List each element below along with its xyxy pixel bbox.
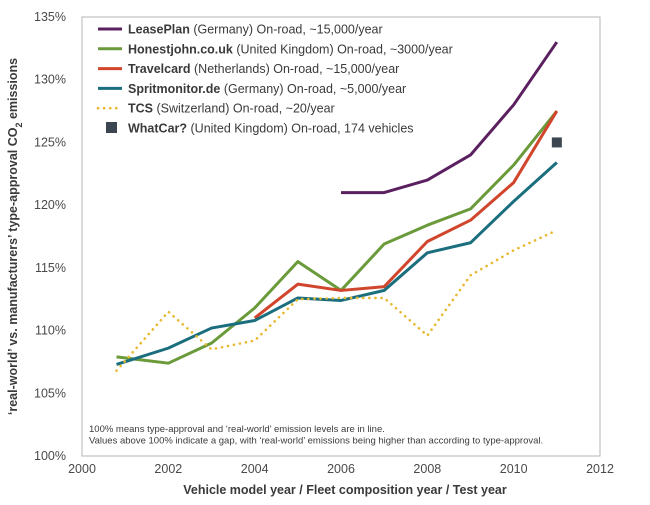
y-tick-label: 100% (34, 449, 66, 463)
point-marker-whatcar (551, 137, 562, 148)
y-tick-label: 120% (34, 198, 66, 212)
x-tick-label: 2010 (500, 462, 528, 476)
plot-border (81, 16, 601, 457)
x-tick-label: 2000 (68, 462, 96, 476)
legend-swatch (106, 122, 117, 133)
footnote-line: 100% means type-approval and ‘real-world… (89, 424, 385, 435)
legend-entry: Travelcard (Netherlands) On-road, ~15,00… (128, 62, 399, 76)
y-tick-label: 110% (35, 324, 66, 338)
y-tick-label: 125% (34, 135, 66, 149)
legend-entry: LeasePlan (Germany) On-road, ~15,000/yea… (128, 23, 383, 37)
legend-entry: WhatCar? (United Kingdom) On-road, 174 v… (128, 122, 414, 136)
x-axis-ticks: 2000 2002 2004 2006 2008 2010 2012 (68, 462, 614, 476)
series-line-travelcard (253, 110, 559, 320)
legend: LeasePlan (Germany) On-road, ~15,000/yea… (96, 23, 453, 136)
plot-frame (81, 16, 601, 457)
x-tick-label: 2012 (586, 462, 614, 476)
x-tick-label: 2006 (327, 462, 355, 476)
legend-entry: Honestjohn.co.uk (United Kingdom) On-roa… (128, 42, 453, 56)
y-tick-label: 130% (34, 73, 66, 87)
legend-entry: Spritmonitor.de (Germany) On-road, ~5,00… (128, 82, 406, 96)
series-line-leaseplan (341, 41, 559, 195)
footnotes: 100% means type-approval and ‘real-world… (89, 424, 543, 447)
x-tick-label: 2008 (413, 462, 441, 476)
x-tick-label: 2002 (154, 462, 182, 476)
y-tick-label: 115% (35, 261, 66, 275)
legend-entry: TCS (Switzerland) On-road, ~20/year (128, 102, 335, 116)
y-axis-label: ‘real-world’ vs. manufacturers’ type-app… (6, 58, 24, 415)
y-tick-label: 105% (34, 386, 66, 400)
y-axis-ticks: 100% 105% 110% 115% 120% 125% 130% 135% (34, 10, 66, 463)
y-tick-label: 135% (34, 10, 66, 24)
series-line-tcs (115, 228, 559, 373)
series-line-spritmonitor-de (116, 161, 558, 366)
x-axis-label: Vehicle model year / Fleet composition y… (183, 483, 507, 497)
series-lines (115, 41, 562, 373)
footnote-line: Values above 100% indicate a gap, with ‘… (89, 436, 543, 447)
x-tick-label: 2004 (241, 462, 269, 476)
